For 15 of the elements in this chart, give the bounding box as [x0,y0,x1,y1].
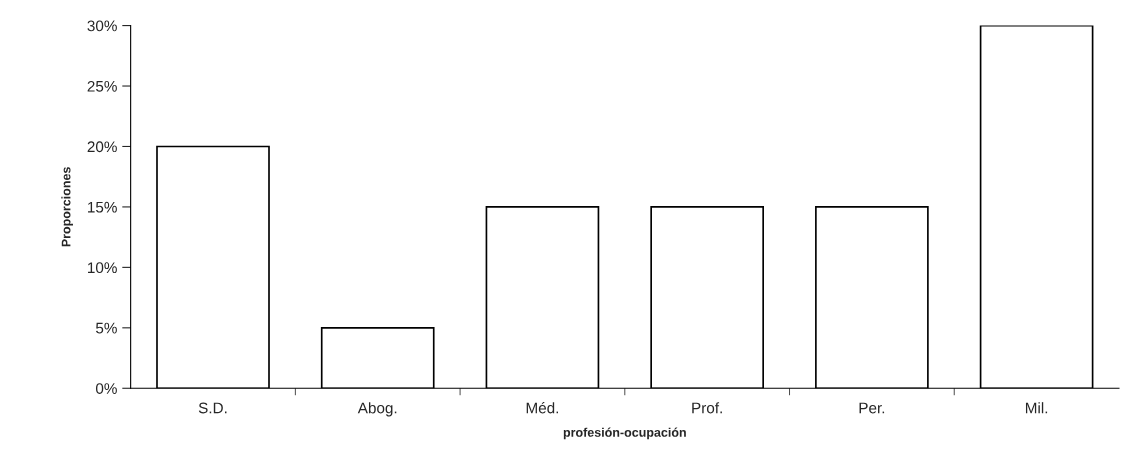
y-axis-title: Proporciones [61,167,73,247]
x-tick-label: Prof. [692,402,722,414]
y-tick-label: 25% [87,80,117,92]
x-tick-label: Mil. [1025,402,1048,414]
y-tick-label: 20% [87,141,117,153]
y-tick-label: 30% [87,20,117,32]
y-tick-label: 5% [95,322,117,334]
x-tick-label: Per. [859,402,885,414]
x-tick-label: Méd. [526,401,559,414]
y-tick-label: 10% [88,262,117,274]
y-tick-label: 0% [95,383,117,394]
y-tick-label: 15% [88,201,117,213]
x-axis-title: profesión-ocupación [563,427,686,440]
x-tick-label: S.D. [198,402,227,414]
x-tick-label: Abog. [357,402,397,417]
